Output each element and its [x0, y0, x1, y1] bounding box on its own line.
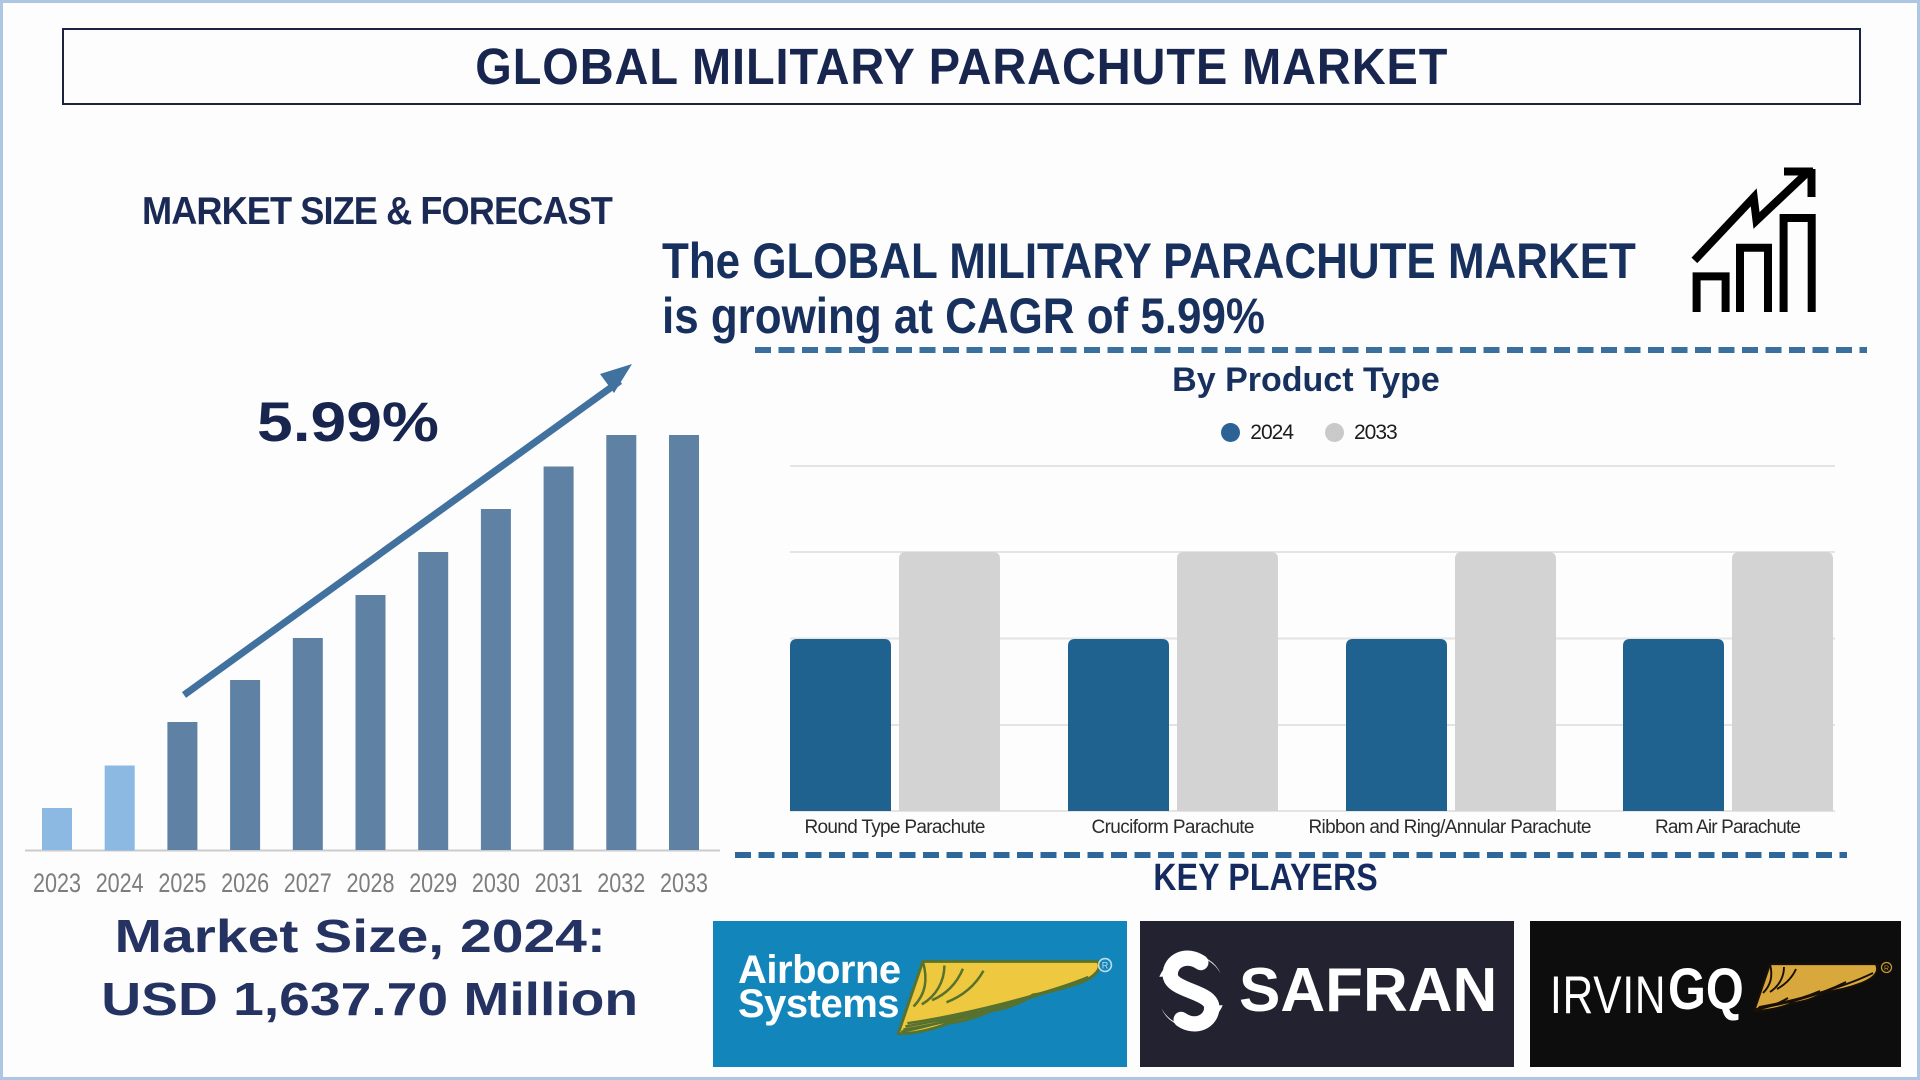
svg-text:2028: 2028 [347, 868, 395, 898]
svg-text:2025: 2025 [158, 868, 206, 898]
svg-text:R: R [1102, 961, 1109, 971]
svg-text:2030: 2030 [472, 868, 520, 898]
svg-text:2033: 2033 [660, 868, 708, 898]
svg-text:2023: 2023 [33, 868, 81, 898]
svg-text:2024: 2024 [96, 868, 144, 898]
svg-text:Ribbon and Ring/Annular Parach: Ribbon and Ring/Annular Parachute [1309, 817, 1592, 838]
svg-text:Round Type Parachute: Round Type Parachute [805, 817, 986, 838]
svg-text:2032: 2032 [597, 868, 645, 898]
svg-text:2031: 2031 [535, 868, 583, 898]
svg-text:Cruciform Parachute: Cruciform Parachute [1092, 817, 1255, 838]
svg-text:5.99%: 5.99% [257, 390, 439, 453]
svg-text:Ram Air Parachute: Ram Air Parachute [1655, 817, 1801, 838]
svg-text:2026: 2026 [221, 868, 269, 898]
svg-text:2027: 2027 [284, 868, 332, 898]
svg-text:2029: 2029 [409, 868, 457, 898]
svg-text:R: R [1884, 966, 1889, 973]
